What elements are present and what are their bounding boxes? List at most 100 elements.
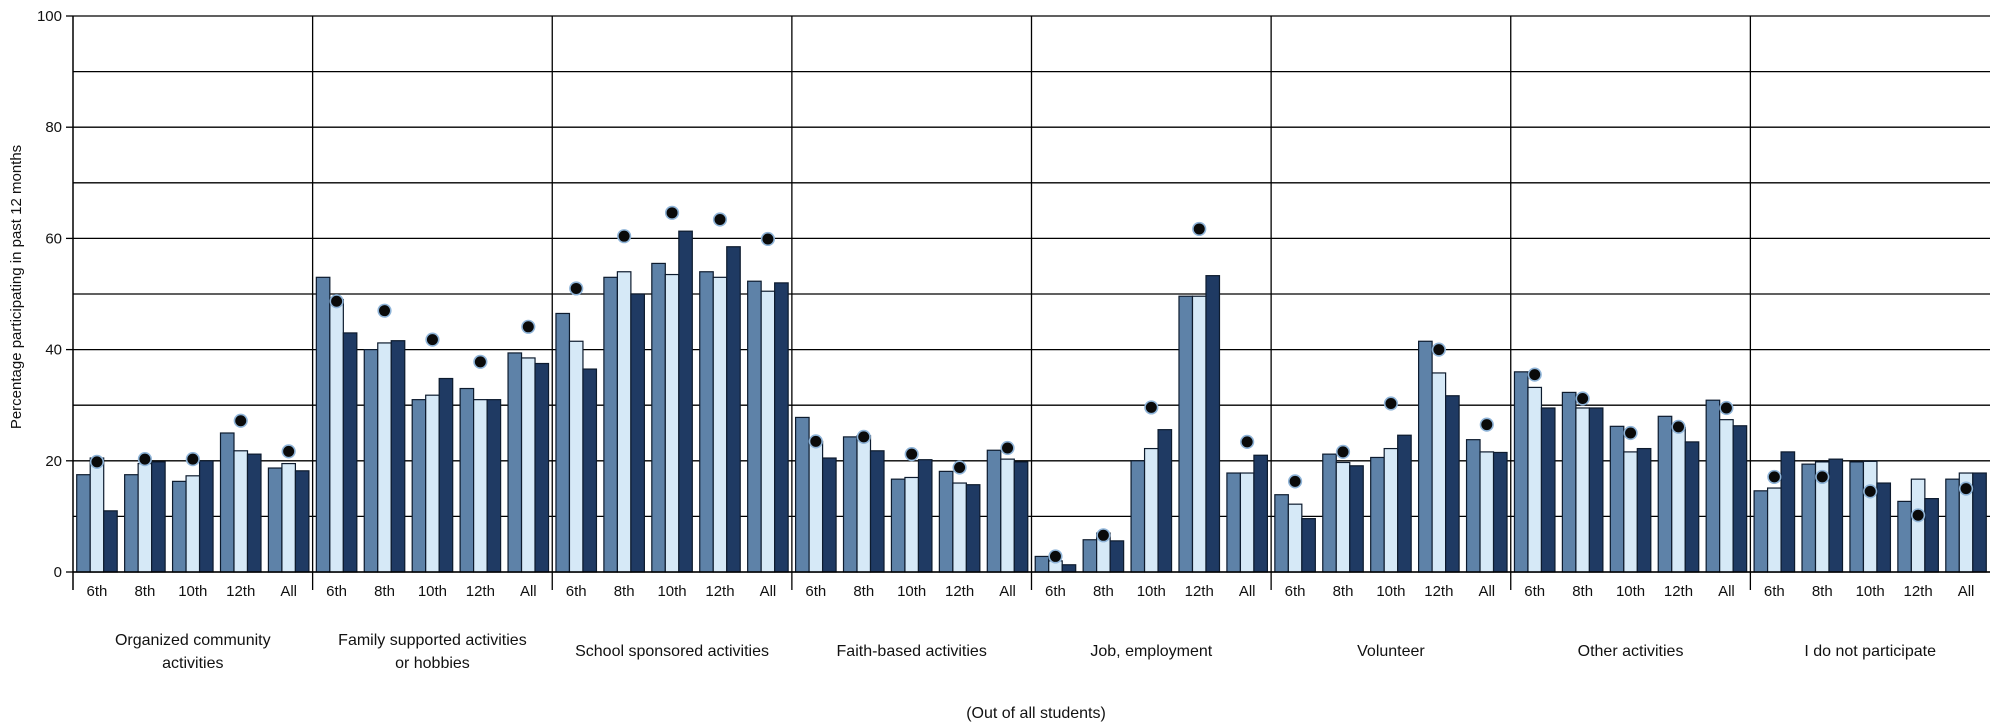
bar (1540, 407, 1556, 573)
bar (329, 298, 344, 573)
marker-point (1479, 417, 1494, 432)
bar (1972, 472, 1987, 573)
marker-point (1144, 400, 1159, 415)
bar (1492, 451, 1508, 573)
x-tick-label: 12th (1185, 583, 1214, 600)
bar (1000, 458, 1015, 573)
bar (1897, 500, 1912, 573)
bar (1397, 434, 1412, 573)
marker-point (760, 231, 776, 247)
bar (616, 271, 632, 573)
bar (869, 450, 885, 573)
marker-point (1240, 434, 1255, 450)
bar (1671, 426, 1686, 573)
bar (219, 432, 235, 573)
bar (137, 462, 153, 573)
bar (1719, 419, 1734, 573)
x-tick-label: 12th (226, 583, 255, 600)
bar (1301, 518, 1316, 573)
bar (1753, 490, 1769, 573)
x-tick-label: All (520, 583, 537, 600)
bar (1253, 454, 1269, 573)
marker-point (89, 454, 105, 470)
bar (267, 467, 283, 573)
group-label: I do not participate (1804, 643, 1936, 660)
x-tick-label: All (999, 583, 1016, 600)
bar (281, 462, 297, 573)
marker-point (1096, 528, 1111, 543)
bar (1609, 425, 1625, 573)
marker-point (425, 332, 440, 347)
x-tick-label: 8th (374, 583, 395, 600)
y-axis-title: Percentage participating in past 12 mont… (8, 145, 25, 429)
group-label: Faith-based activities (837, 643, 987, 660)
x-tick-label: 10th (1376, 583, 1405, 600)
marker-point (1048, 549, 1063, 564)
group-label: Family supported activities (338, 632, 527, 649)
x-tick-label: 10th (897, 583, 926, 600)
bar (760, 290, 776, 573)
bar (1465, 439, 1481, 573)
x-tick-label: 10th (418, 583, 447, 600)
bar (1732, 425, 1748, 573)
marker-point (473, 354, 488, 369)
bar (986, 449, 1002, 573)
bar (103, 510, 118, 573)
bar (459, 387, 475, 573)
bar (425, 394, 440, 573)
marker-point (1863, 484, 1878, 499)
x-tick-label: 6th (1045, 583, 1066, 600)
marker-point (281, 444, 296, 459)
bar (952, 482, 967, 573)
bar (1322, 453, 1337, 573)
y-tick-label: 0 (54, 564, 62, 581)
bar (1780, 451, 1796, 573)
bar (1527, 386, 1543, 573)
x-tick-label: 8th (853, 583, 874, 600)
x-tick-label: All (760, 583, 777, 600)
bar (856, 435, 872, 573)
axes: 0 20 40 60 80 100 (37, 8, 1990, 590)
bar (1431, 372, 1447, 573)
bar (520, 357, 536, 573)
bar (1876, 482, 1892, 573)
bar (1157, 429, 1173, 573)
x-tick-label: 8th (1333, 583, 1354, 600)
y-tick-label: 20 (45, 453, 62, 470)
marker-point (952, 460, 967, 475)
bar (1287, 503, 1303, 573)
y-tick-label: 60 (45, 230, 62, 247)
bar (1801, 463, 1817, 573)
bar (1924, 498, 1939, 573)
bar (1657, 415, 1673, 573)
bar (198, 460, 214, 573)
bar (603, 276, 618, 573)
marker-point (137, 452, 152, 467)
bar (1205, 275, 1221, 573)
bar (1335, 461, 1351, 573)
x-tick-label: 6th (566, 583, 587, 600)
bar (1513, 371, 1529, 573)
bar (1705, 399, 1721, 573)
bar (185, 475, 201, 573)
marker-point (329, 294, 344, 309)
bar (363, 349, 379, 573)
group-label: or hobbies (395, 655, 470, 672)
bar (904, 476, 920, 573)
bar (390, 340, 406, 573)
x-tick-label: All (280, 583, 297, 600)
marker-point (856, 429, 871, 444)
bar (747, 280, 762, 573)
marker-point (1527, 367, 1542, 382)
x-tick-label: 12th (1424, 583, 1453, 600)
marker-point (1575, 391, 1590, 406)
bar (794, 416, 810, 573)
bar (890, 478, 906, 573)
marker-point (712, 212, 728, 227)
marker-point (1192, 221, 1207, 237)
x-tick-label: 6th (805, 583, 826, 600)
x-tick-label: 12th (945, 583, 974, 600)
x-tick-label: All (1478, 583, 1495, 600)
bar (233, 450, 249, 573)
